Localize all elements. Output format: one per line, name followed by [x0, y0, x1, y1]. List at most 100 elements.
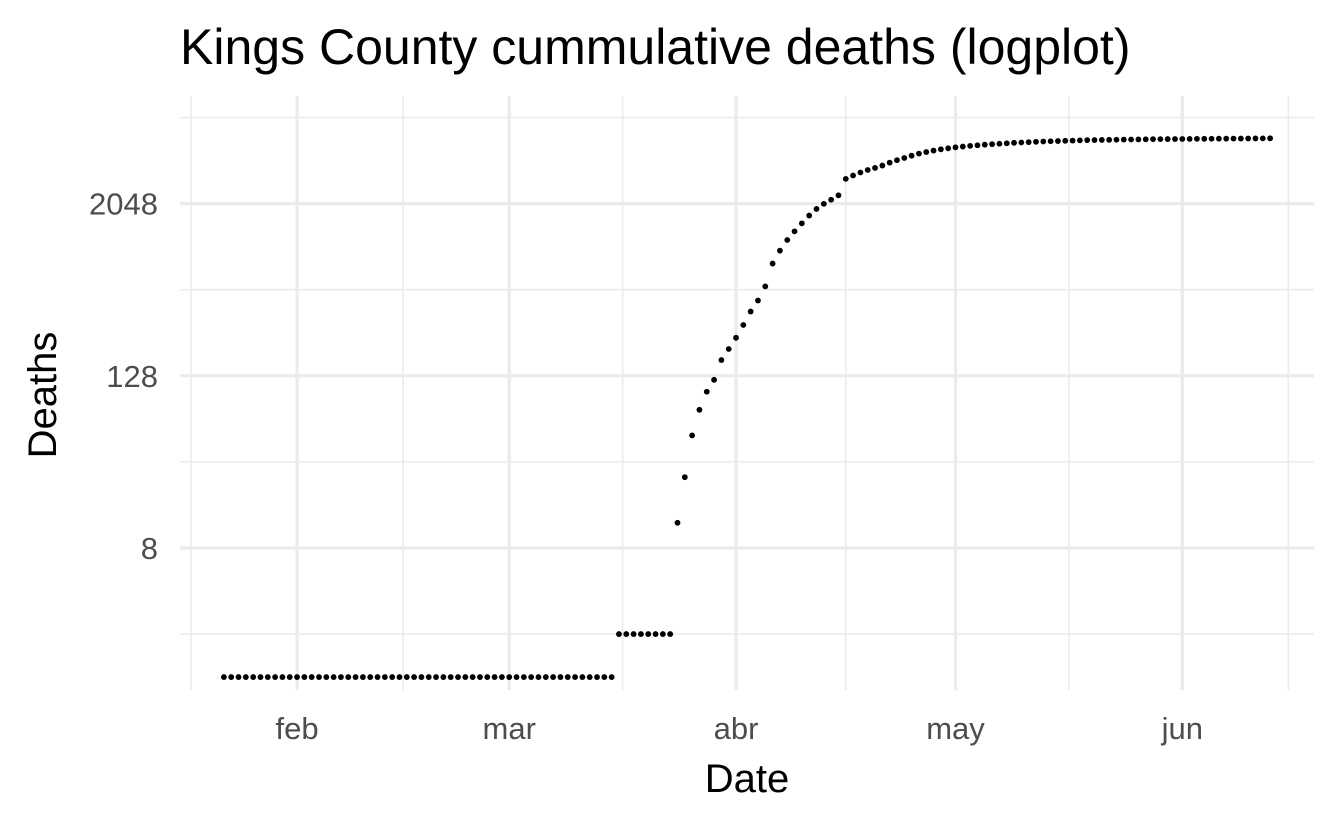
data-point [564, 674, 571, 680]
data-point [645, 631, 652, 637]
data-point [491, 674, 498, 680]
data-point [1113, 136, 1120, 143]
data-point [1164, 136, 1171, 142]
data-point [930, 147, 937, 154]
data-point [1040, 138, 1047, 145]
data-point [1084, 137, 1091, 144]
data-point [850, 172, 856, 179]
data-point [1128, 136, 1134, 143]
data-point [447, 674, 454, 680]
data-point [367, 674, 374, 680]
x-tick-label: feb [276, 711, 319, 746]
data-point [338, 674, 344, 680]
data-point [250, 674, 257, 680]
data-point [1194, 135, 1200, 142]
data-point [301, 674, 308, 680]
data-point [506, 674, 513, 680]
data-point [1098, 137, 1105, 143]
data-point [330, 674, 337, 680]
data-point [857, 169, 864, 176]
data-point [235, 674, 242, 680]
data-point [791, 228, 798, 235]
data-point [352, 674, 359, 680]
data-point [1237, 135, 1244, 142]
data-point [674, 519, 681, 526]
data-point [813, 206, 820, 212]
data-point [1033, 138, 1039, 145]
x-tick-label: may [926, 711, 985, 746]
data-point [755, 297, 761, 304]
data-point [1215, 135, 1222, 142]
data-point [360, 674, 366, 680]
data-point [762, 283, 769, 290]
data-point [1142, 136, 1149, 143]
data-point [608, 674, 615, 680]
data-point [433, 674, 439, 680]
grid-lines [180, 96, 1314, 690]
data-point [418, 674, 425, 680]
data-point [381, 674, 388, 680]
data-point [828, 196, 835, 203]
data-point [528, 674, 535, 680]
data-point [1135, 136, 1142, 143]
data-point [389, 674, 396, 680]
data-point [579, 674, 586, 680]
data-point [989, 141, 995, 148]
data-point [484, 674, 491, 680]
data-point [1267, 135, 1274, 142]
data-point [316, 674, 322, 680]
data-point [323, 674, 330, 680]
data-point [440, 674, 447, 680]
data-point [894, 157, 900, 164]
data-point [659, 631, 666, 637]
x-axis-tick-labels: feb mar abr may jun [276, 711, 1203, 746]
data-point [550, 674, 557, 680]
x-tick-label: mar [483, 711, 536, 746]
y-tick-label: 8 [141, 531, 158, 566]
data-point [630, 631, 637, 637]
data-point [652, 631, 659, 637]
data-point [411, 674, 418, 680]
data-point [638, 631, 644, 637]
data-point [996, 140, 1003, 147]
data-point [1120, 136, 1127, 143]
chart-title: Kings County cummulative deaths (logplot… [180, 19, 1130, 75]
data-point [535, 674, 542, 680]
data-point [1157, 136, 1164, 143]
data-point [784, 237, 791, 243]
data-point [725, 346, 732, 352]
data-point [623, 631, 630, 637]
data-point [345, 674, 352, 680]
data-point [477, 674, 483, 680]
data-point [1150, 136, 1156, 143]
data-point [242, 674, 249, 680]
data-point [681, 474, 688, 481]
data-point [952, 144, 959, 151]
data-point [455, 674, 461, 680]
data-point [689, 432, 696, 439]
data-point [572, 674, 578, 680]
data-point [594, 674, 600, 680]
data-point [835, 192, 842, 199]
data-point [1025, 139, 1032, 146]
data-point [557, 674, 564, 680]
data-point [908, 152, 915, 159]
data-point [872, 164, 878, 171]
x-tick-label: abr [714, 711, 759, 746]
data-point [1245, 135, 1252, 142]
data-point [842, 175, 849, 182]
data-point [798, 220, 805, 227]
data-point [425, 674, 432, 680]
data-point [228, 674, 235, 680]
x-axis-title: Date [705, 757, 790, 801]
data-point [542, 674, 549, 680]
data-point [1062, 137, 1069, 144]
data-point [1201, 135, 1208, 142]
data-point [1069, 137, 1076, 144]
data-point [1252, 135, 1259, 142]
data-point [777, 247, 783, 254]
data-point [974, 142, 981, 149]
data-point [1047, 138, 1054, 145]
